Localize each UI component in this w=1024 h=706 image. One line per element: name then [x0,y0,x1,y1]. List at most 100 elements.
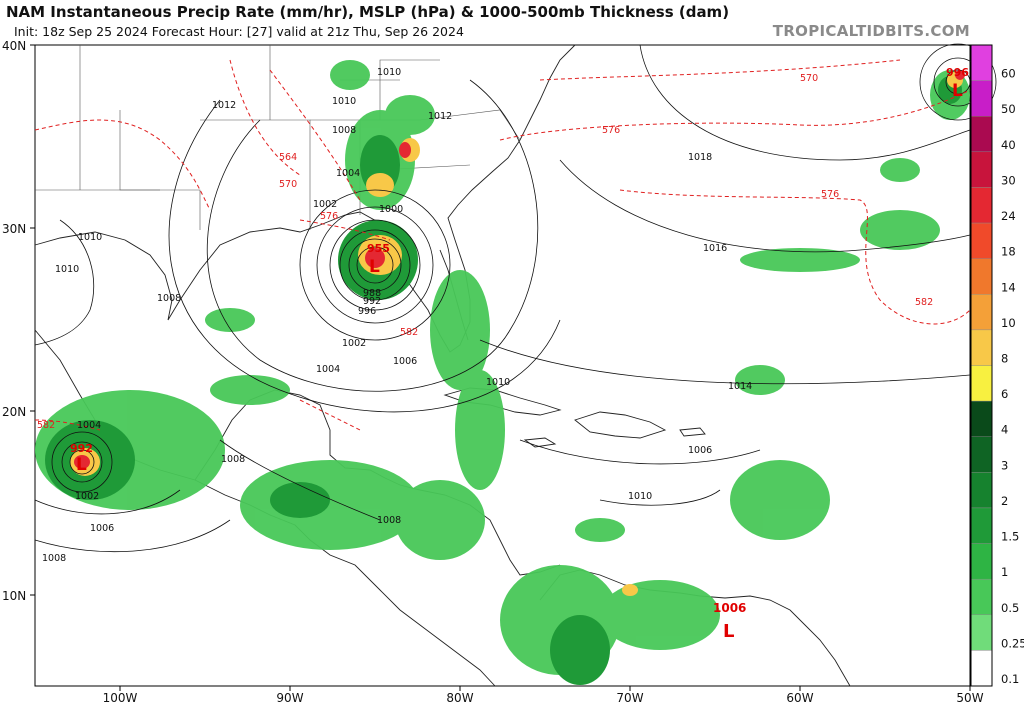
isobar-label: 1000 [379,204,403,215]
isobar-label: 1010 [377,67,401,78]
isobar-label: 996 [358,306,376,317]
isobars [34,43,997,553]
colorbar-label: 50 [1001,102,1016,116]
isobar-label: 1014 [728,381,752,392]
colorbar-label: 30 [1001,173,1016,187]
isobar-label: 1008 [42,553,66,564]
colorbar-label: 8 [1001,352,1008,366]
lon-label: 90W [276,691,303,705]
map-subtitle: Init: 18z Sep 25 2024 Forecast Hour: [27… [14,24,464,39]
low-symbol: L [369,257,380,277]
map-title: NAM Instantaneous Precip Rate (mm/hr), M… [6,3,730,21]
isobar-label: 1002 [75,491,99,502]
colorbar-label: 60 [1001,67,1016,81]
thickness-labels: 564 570 576 570 576 576 582 582 582 [37,73,933,431]
isobar-label: 1010 [486,377,510,388]
colorbar-label: 0.1 [1001,672,1019,686]
colorbar-label: 18 [1001,245,1016,259]
colorbar-swatch [970,436,993,473]
colorbar-swatch [970,578,993,615]
low-pressure-value: 955 [367,242,390,255]
low-symbol: L [723,621,734,642]
lon-label: 50W [956,691,983,705]
isobar-label: 1004 [316,364,340,375]
lat-label: 30N [2,222,26,236]
isobar-label: 1010 [55,264,79,275]
isobar-label: 988 [363,288,381,299]
colorbar: 60 50 40 30 24 18 14 10 8 6 4 3 2 1.5 1 0.5 0.25 0.1 [970,44,1024,687]
isobar-label: 1010 [78,232,102,243]
isobar-label: 1006 [90,523,114,534]
isobar-label: 1010 [332,96,356,107]
isobar-label: 1008 [157,293,181,304]
colorbar-swatch [970,329,993,366]
lon-label: 70W [616,691,643,705]
low-pressure-value: 992 [70,442,93,455]
isobar-label: 1012 [212,100,236,111]
colorbar-swatch [970,187,993,224]
colorbar-label: 24 [1001,209,1016,223]
colorbar-label: 40 [1001,138,1016,152]
colorbar-swatch [970,614,993,651]
colorbar-swatch [970,472,993,509]
colorbar-swatch [970,650,993,687]
thickness-label: 576 [320,211,338,222]
isobar-label: 1008 [377,515,401,526]
thickness-label: 582 [400,327,418,338]
isobar-label: 1010 [628,491,652,502]
colorbar-swatch [970,116,993,153]
thickness-label: 570 [800,73,818,84]
isobar-label: 1006 [688,445,712,456]
lat-labels: 40N 30N 20N 10N [2,39,26,603]
colorbar-swatch [970,507,993,544]
colorbar-label: 2 [1001,494,1008,508]
colorbar-label: 10 [1001,316,1016,330]
low-pressure-value: 1006 [713,601,746,615]
axis-ticks [30,44,971,691]
colorbar-label: 3 [1001,458,1008,472]
lon-label: 80W [446,691,473,705]
isobar-label: 1018 [688,152,712,163]
low-symbol: L [76,455,87,475]
isobar-label: 992 [363,296,381,307]
thickness-label: 582 [915,297,933,308]
low-symbol: L [952,81,963,101]
thickness-label: 570 [279,179,297,190]
colorbar-swatch [970,400,993,437]
colorbar-label: 1.5 [1001,530,1019,544]
isobar-label: 1008 [221,454,245,465]
isobar-label: 1006 [393,356,417,367]
isobar-label: 1008 [332,125,356,136]
lat-label: 10N [2,589,26,603]
lon-labels: 100W 90W 80W 70W 60W 50W [103,691,984,705]
colorbar-swatch [970,80,993,117]
isobar-label: 1002 [313,199,337,210]
isobar-labels: 1010 1008 1012 1004 1002 1000 988 992 99… [42,67,752,564]
thickness-lines [34,59,971,431]
plot-area [34,44,971,687]
thickness-label: 576 [602,125,620,136]
colorbar-swatch [970,44,993,81]
colorbar-label: 0.25 [1001,636,1024,650]
colorbar-label: 6 [1001,387,1008,401]
lon-label: 100W [103,691,138,705]
lon-label: 60W [786,691,813,705]
lat-label: 40N [2,39,26,53]
colorbar-label: 0.5 [1001,601,1019,615]
colorbar-swatch [970,258,993,295]
colorbar-swatch [970,543,993,580]
isobar-label: 1004 [77,420,101,431]
isobar-label: 1012 [428,111,452,122]
colorbar-label: 4 [1001,423,1008,437]
colorbar-swatch [970,294,993,331]
thickness-label: 582 [37,420,55,431]
colorbar-swatch [970,151,993,188]
colorbar-swatch [970,222,993,259]
thickness-label: 576 [821,189,839,200]
lat-label: 20N [2,405,26,419]
colorbar-label: 1 [1001,565,1008,579]
isobar-label: 1016 [703,243,727,254]
thickness-label: 564 [279,152,297,163]
colorbar-border [970,44,993,687]
